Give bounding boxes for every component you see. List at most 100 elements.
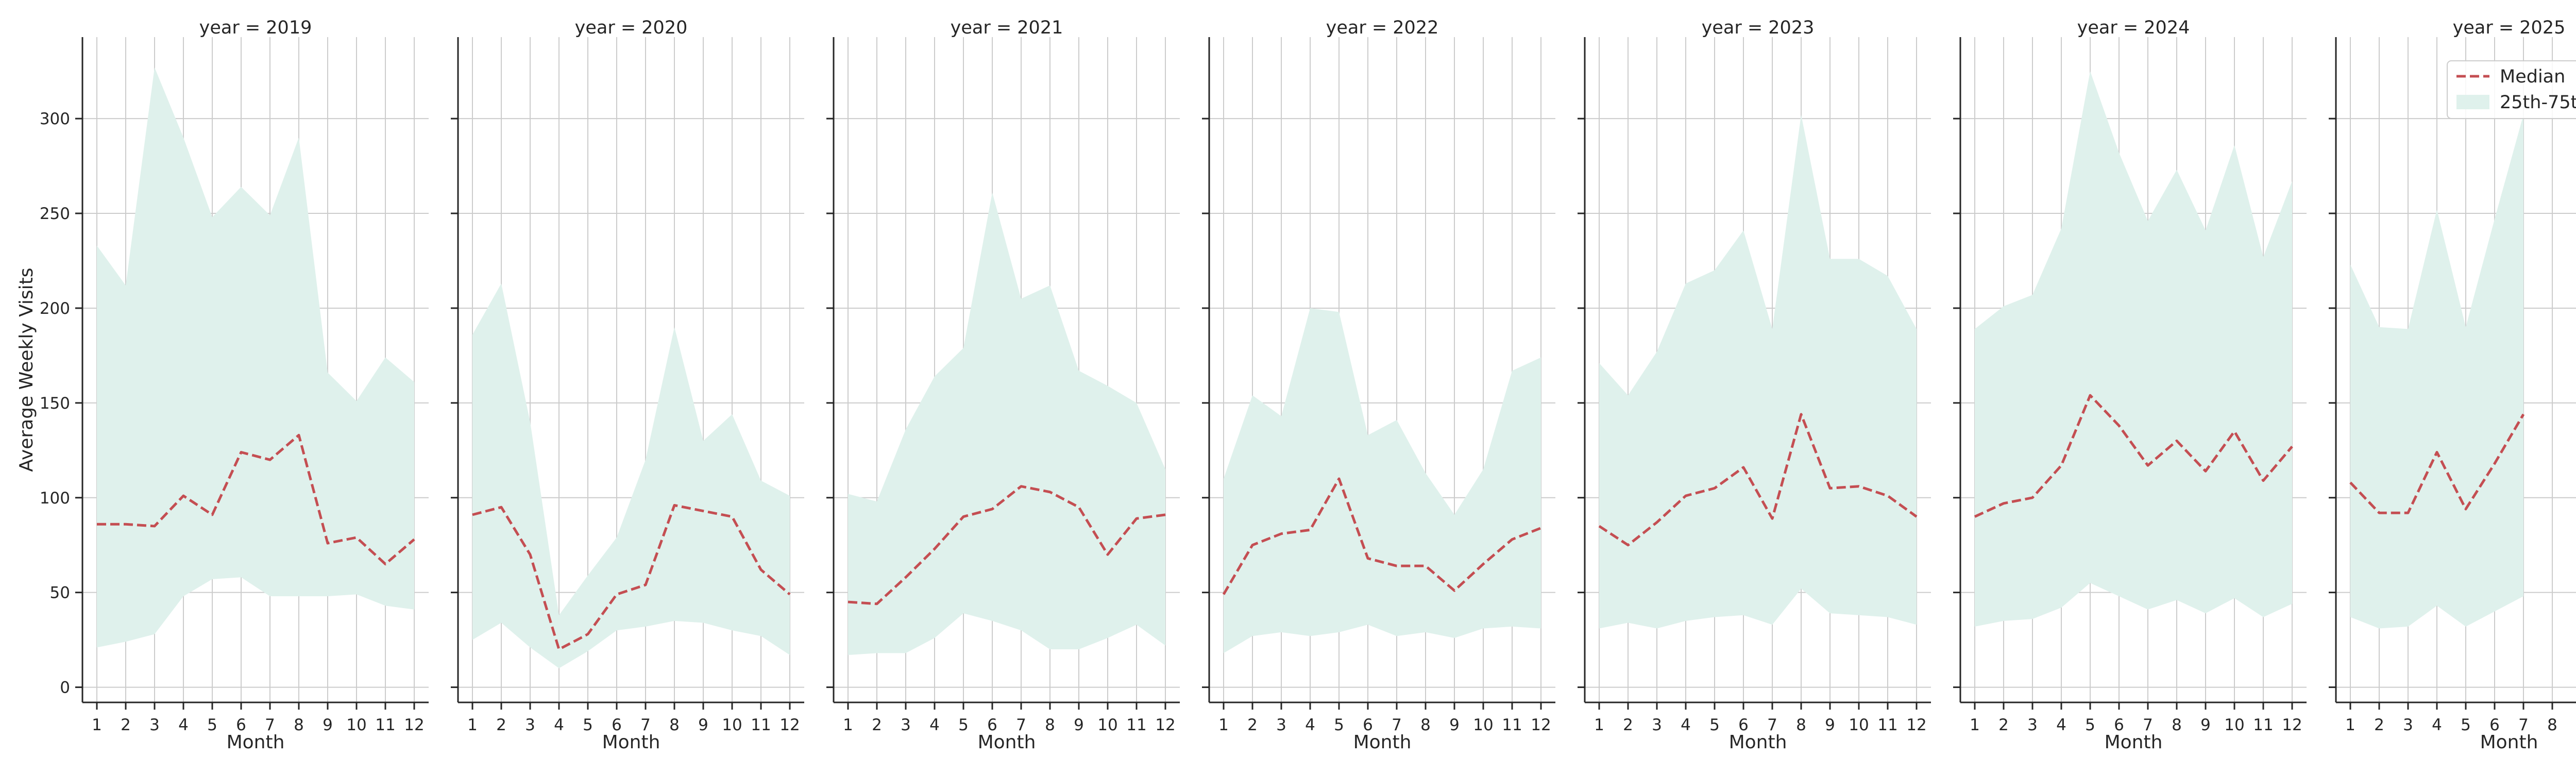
x-axis-title: Month [2480, 732, 2538, 753]
x-tick-label: 5 [2085, 716, 2095, 734]
x-tick-label: 3 [2403, 716, 2413, 734]
x-tick-label: 6 [2489, 716, 2500, 734]
legend-swatch-band [2456, 95, 2489, 109]
x-tick-label: 3 [525, 716, 535, 734]
x-tick-label: 8 [2547, 716, 2557, 734]
legend-label: 25th-75th Percentile [2500, 92, 2576, 113]
x-tick-label: 6 [1738, 716, 1749, 734]
facet-title: year = 2021 [951, 18, 1063, 38]
x-tick-label: 11 [2253, 716, 2273, 734]
y-axis-title: Average Weekly Visits [16, 267, 37, 472]
x-tick-label: 10 [2224, 716, 2244, 734]
x-tick-label: 12 [1531, 716, 1551, 734]
x-tick-label: 11 [1502, 716, 1522, 734]
x-tick-label: 10 [722, 716, 742, 734]
facet-title: year = 2024 [2077, 18, 2190, 38]
percentile-band [1975, 71, 2292, 627]
x-tick-label: 7 [2518, 716, 2529, 734]
x-tick-label: 8 [294, 716, 304, 734]
y-tick-label: 300 [40, 110, 70, 128]
x-tick-label: 2 [496, 716, 506, 734]
x-tick-label: 10 [1097, 716, 1117, 734]
x-tick-label: 7 [265, 716, 275, 734]
percentile-band [97, 67, 414, 648]
y-tick-label: 100 [40, 489, 70, 508]
x-tick-label: 3 [1652, 716, 1662, 734]
x-tick-label: 7 [1016, 716, 1026, 734]
x-tick-label: 4 [554, 716, 564, 734]
median-line [472, 503, 791, 651]
median-line [1598, 413, 1918, 547]
x-tick-label: 8 [669, 716, 680, 734]
x-tick-label: 5 [958, 716, 969, 734]
x-tick-label: 2 [1247, 716, 1258, 734]
facet-title: year = 2019 [199, 18, 312, 38]
x-tick-label: 10 [1849, 716, 1869, 734]
x-tick-label: 1 [467, 716, 478, 734]
y-tick-label: 50 [50, 584, 70, 602]
x-tick-label: 8 [1420, 716, 1431, 734]
x-axis-title: Month [227, 732, 285, 753]
median-line [2349, 413, 2525, 514]
x-tick-label: 7 [1767, 716, 1777, 734]
x-tick-label: 9 [1074, 716, 1084, 734]
percentile-band [848, 192, 1165, 656]
median-line [97, 433, 415, 566]
x-tick-label: 7 [1392, 716, 1402, 734]
x-tick-label: 4 [2056, 716, 2066, 734]
x-tick-label: 2 [1998, 716, 2009, 734]
x-tick-label: 9 [323, 716, 333, 734]
median-line [1222, 477, 1541, 595]
x-tick-label: 1 [1218, 716, 1229, 734]
x-tick-label: 1 [1594, 716, 1604, 734]
x-tick-label: 1 [92, 716, 102, 734]
x-axis-title: Month [2105, 732, 2163, 753]
x-tick-label: 6 [987, 716, 997, 734]
y-tick-label: 250 [40, 205, 70, 223]
x-tick-label: 5 [1334, 716, 1344, 734]
percentile-band [1599, 114, 1917, 629]
x-tick-label: 2 [121, 716, 131, 734]
x-tick-label: 12 [779, 716, 800, 734]
x-tick-label: 12 [1906, 716, 1926, 734]
x-tick-label: 8 [1045, 716, 1055, 734]
percentile-band [1224, 308, 1541, 653]
x-tick-label: 9 [2200, 716, 2211, 734]
x-tick-label: 2 [1623, 716, 1633, 734]
x-tick-label: 1 [843, 716, 853, 734]
facet-title: year = 2022 [1326, 18, 1439, 38]
x-axis-title: Month [1353, 732, 1412, 753]
x-tick-label: 11 [1126, 716, 1146, 734]
percentile-band [2350, 114, 2523, 629]
x-tick-label: 6 [236, 716, 246, 734]
x-tick-label: 12 [404, 716, 424, 734]
y-tick-label: 0 [60, 679, 70, 697]
x-axis-title: Month [978, 732, 1036, 753]
x-tick-label: 11 [751, 716, 771, 734]
x-tick-label: 3 [149, 716, 160, 734]
x-tick-label: 12 [2282, 716, 2302, 734]
x-tick-label: 8 [1796, 716, 1806, 734]
x-tick-label: 4 [178, 716, 189, 734]
x-tick-label: 3 [1276, 716, 1286, 734]
x-tick-label: 2 [2374, 716, 2384, 734]
facet-title: year = 2023 [1702, 18, 1815, 38]
x-tick-label: 4 [2432, 716, 2442, 734]
x-tick-label: 9 [1825, 716, 1835, 734]
x-tick-label: 4 [1305, 716, 1315, 734]
facet-title: year = 2025 [2453, 18, 2566, 38]
percentile-band [472, 283, 790, 668]
x-tick-label: 8 [2172, 716, 2182, 734]
x-tick-label: 1 [2345, 716, 2355, 734]
x-tick-label: 4 [929, 716, 940, 734]
x-tick-label: 6 [2114, 716, 2124, 734]
median-line [1974, 394, 2293, 518]
x-tick-label: 5 [1709, 716, 1720, 734]
y-tick-label: 150 [40, 394, 70, 413]
x-tick-label: 5 [583, 716, 593, 734]
legend-label: Median [2500, 66, 2565, 87]
